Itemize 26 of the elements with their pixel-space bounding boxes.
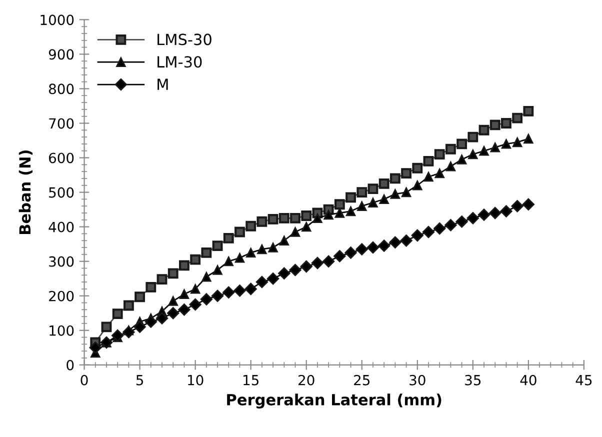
x-tick-label: 25 [354,374,370,386]
x-tick-label: 45 [576,375,592,386]
y-tick-label: 700 [49,118,74,129]
legend-label: M [158,78,168,90]
x-tick-label: 10 [188,374,204,386]
x-tick-label: 40 [520,374,536,386]
y-tick-label: 500 [49,187,74,198]
y-tick-label: 100 [50,325,74,336]
x-tick-label: 15 [244,375,258,386]
y-tick-label: 900 [48,49,74,60]
y-tick-label: 200 [49,290,74,302]
x-tick-label: 0 [80,374,88,386]
y-tick-label: 300 [49,256,74,267]
x-tick-label: 30 [410,374,426,386]
x-axis-title: Pergerakan Lateral (mm) [227,394,442,409]
y-tick-label: 600 [49,152,74,164]
x-tick-label: 35 [465,374,481,386]
y-tick-label: 400 [48,222,74,232]
legend-label: LMS-30 [158,34,212,46]
y-tick-label: 0 [66,360,74,370]
legend-label: LM-30 [158,56,202,68]
x-tick-label: 5 [136,375,144,386]
y-tick-label: 800 [48,84,74,94]
y-axis-title: Beban (N) [18,150,32,234]
y-tick-label: 1000 [40,14,74,26]
x-tick-label: 20 [298,374,314,386]
